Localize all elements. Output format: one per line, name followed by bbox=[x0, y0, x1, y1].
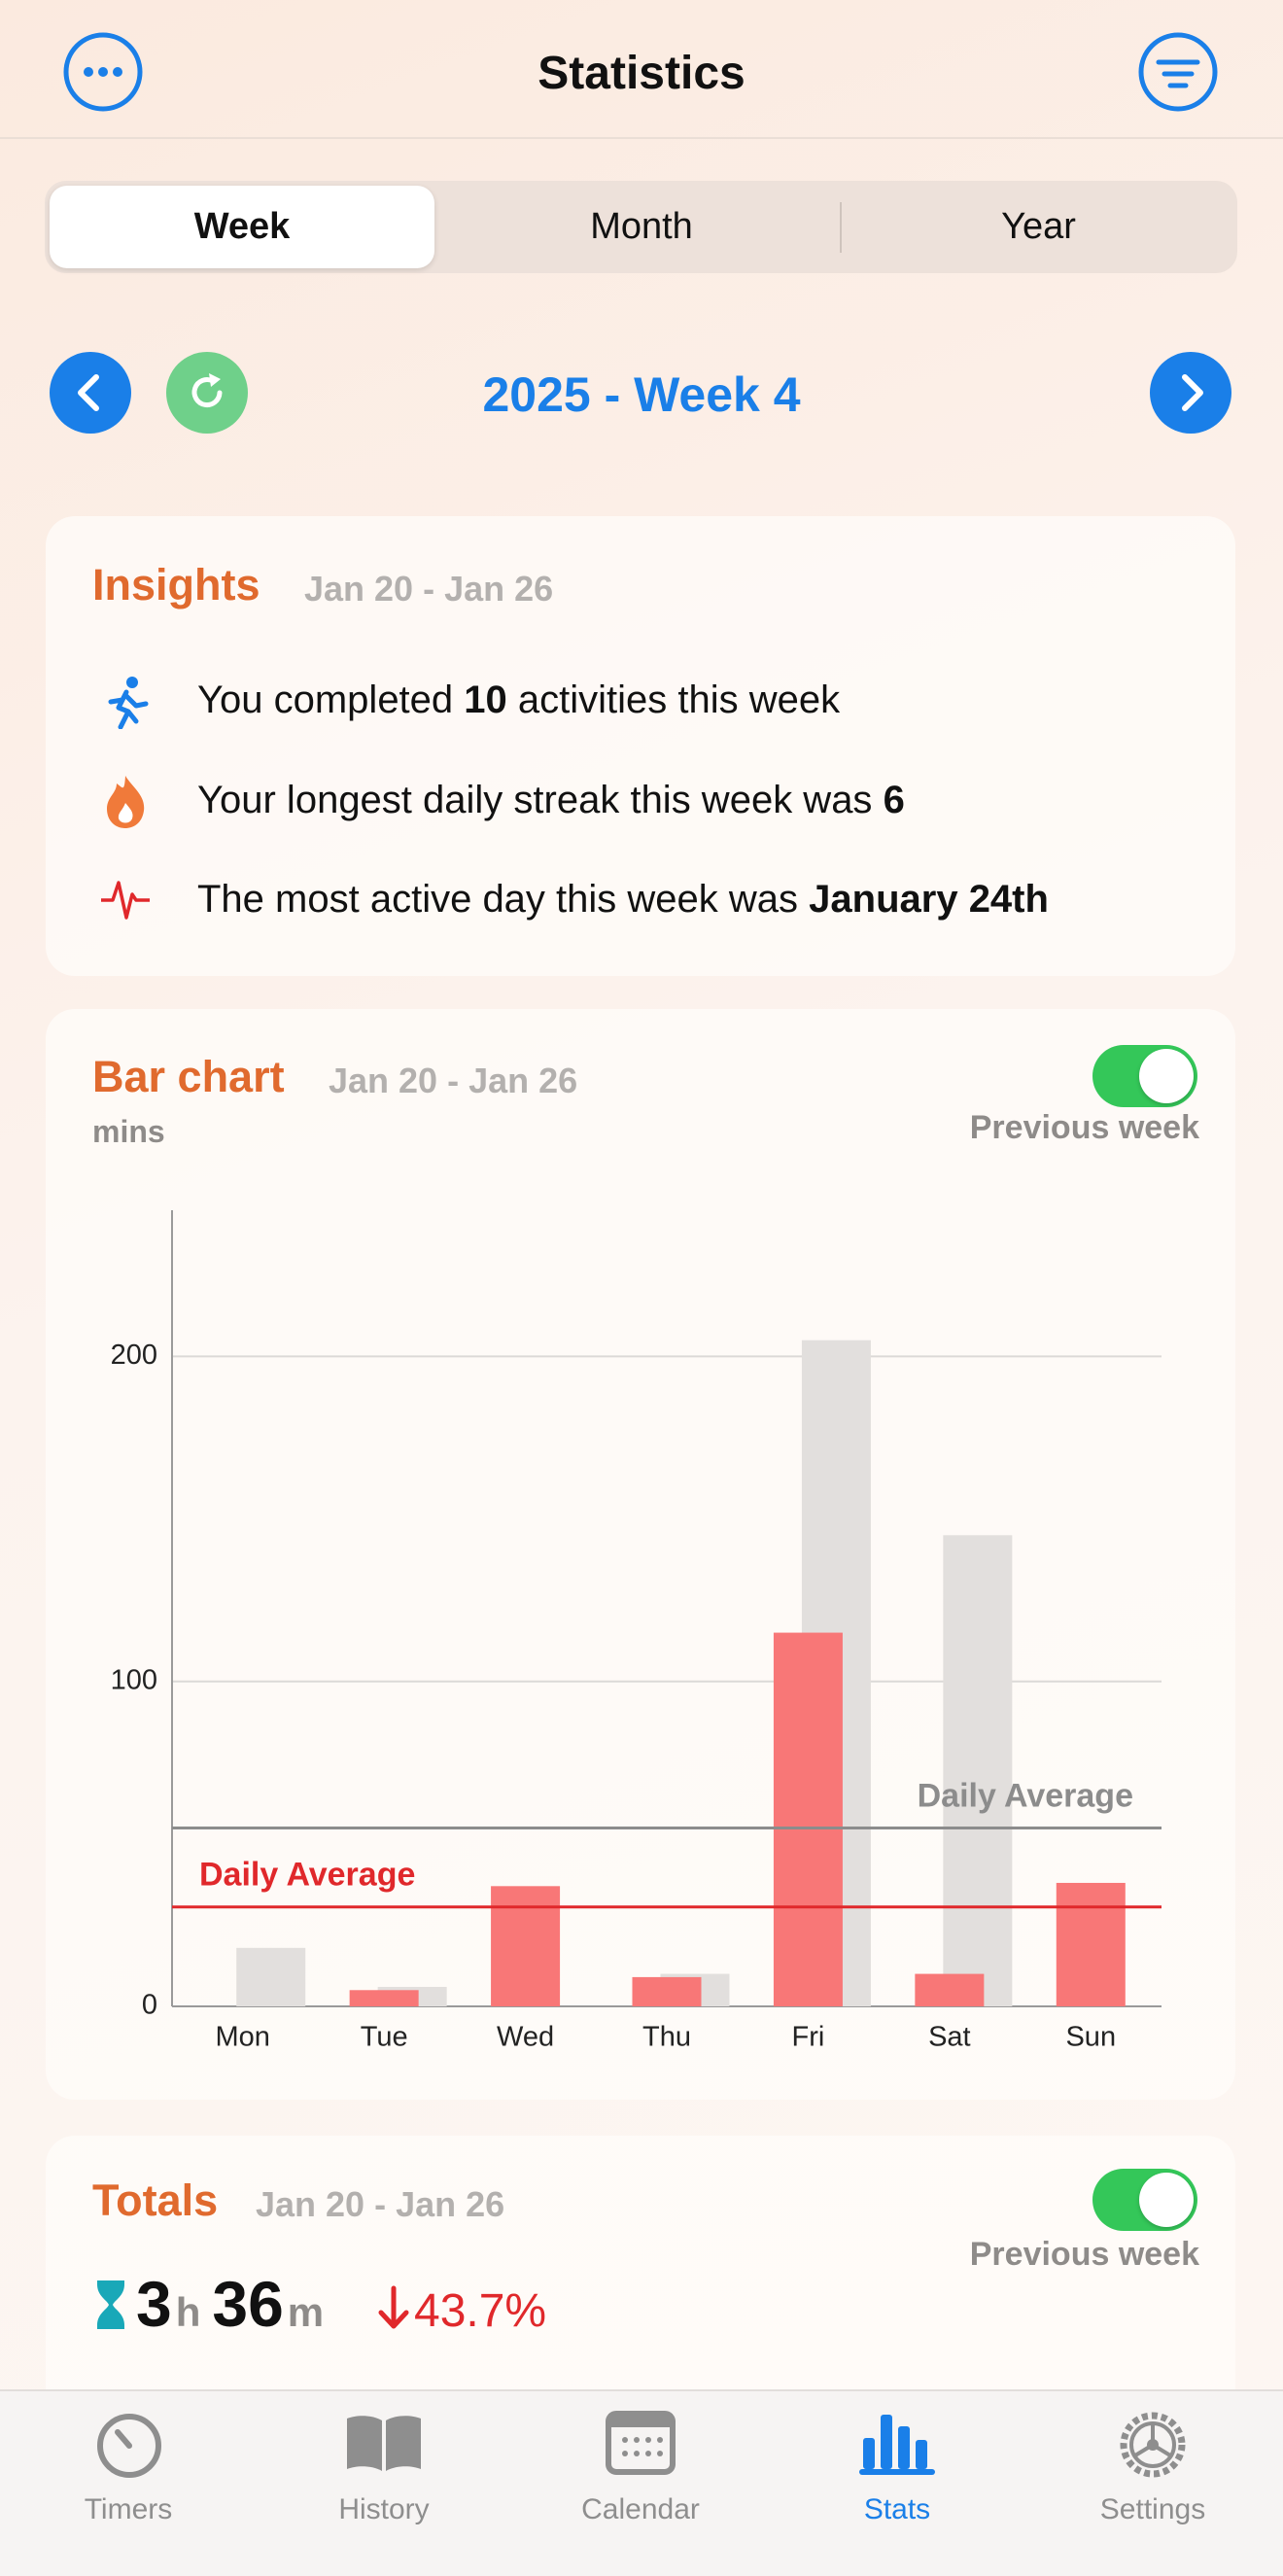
bar bbox=[943, 1535, 1013, 2006]
bar bbox=[915, 1973, 985, 2006]
toggle-label: Previous week bbox=[969, 2236, 1199, 2273]
chart-card bbox=[46, 1009, 1235, 2100]
period-title: 2025 - Week 4 bbox=[482, 367, 801, 422]
minutes: 36 bbox=[212, 2268, 284, 2340]
next-button[interactable] bbox=[1150, 352, 1231, 434]
tab[interactable]: History bbox=[338, 2493, 430, 2525]
tab[interactable]: Timers bbox=[84, 2493, 173, 2525]
stats-icon bbox=[859, 2415, 935, 2475]
x-tick-label: Tue bbox=[361, 2022, 408, 2053]
hours: 3 bbox=[136, 2268, 172, 2340]
totals-range: Jan 20 - Jan 26 bbox=[256, 2184, 505, 2224]
hourglass-icon bbox=[97, 2280, 124, 2329]
insights-range: Jan 20 - Jan 26 bbox=[304, 569, 554, 609]
previous-button[interactable] bbox=[50, 352, 131, 434]
toggle-label: Previous week bbox=[969, 1109, 1199, 1146]
settings-icon bbox=[1120, 2412, 1186, 2478]
x-tick-label: Fri bbox=[792, 2022, 825, 2053]
tab[interactable]: Settings bbox=[1099, 2493, 1206, 2525]
bar bbox=[491, 1886, 561, 2006]
text: Your longest daily streak this week was bbox=[197, 779, 873, 821]
bar bbox=[1056, 1882, 1126, 2006]
y-tick-label: 200 bbox=[111, 1340, 157, 1371]
segment[interactable]: Week bbox=[193, 206, 291, 247]
average-label: Daily Average bbox=[199, 1857, 415, 1894]
segment-divider bbox=[840, 202, 842, 253]
more-button[interactable] bbox=[62, 31, 144, 113]
previous-week-toggle[interactable] bbox=[1092, 2169, 1197, 2231]
previous-week-toggle[interactable] bbox=[1092, 1045, 1197, 1107]
header-divider bbox=[0, 137, 1283, 139]
bar bbox=[773, 1632, 843, 2006]
insight-text: Your longest daily streak this week was … bbox=[197, 779, 905, 822]
total-change: 43.7% bbox=[414, 2285, 547, 2337]
insight-text: The most active day this week was Januar… bbox=[197, 878, 1049, 922]
run-icon bbox=[108, 677, 149, 729]
chart-title: Bar chart bbox=[92, 1052, 285, 1101]
x-tick-label: Wed bbox=[497, 2022, 554, 2053]
chart-range: Jan 20 - Jan 26 bbox=[329, 1061, 578, 1100]
segment-highlight bbox=[50, 186, 434, 268]
totals-title: Totals bbox=[92, 2176, 219, 2225]
segment[interactable]: Month bbox=[590, 206, 693, 247]
x-tick-label: Sat bbox=[928, 2022, 971, 2053]
pulse-icon bbox=[101, 881, 150, 920]
down-arrow bbox=[378, 2285, 409, 2329]
reset-button[interactable] bbox=[166, 352, 248, 434]
bar bbox=[236, 1947, 306, 2006]
bar bbox=[349, 1990, 419, 2006]
y-tick-label: 100 bbox=[111, 1664, 157, 1695]
calendar-icon bbox=[606, 2411, 676, 2475]
x-tick-label: Sun bbox=[1065, 2022, 1116, 2053]
segment[interactable]: Year bbox=[1001, 206, 1076, 247]
page-title: Statistics bbox=[537, 48, 746, 99]
text: You completed bbox=[197, 679, 454, 721]
x-tick-label: Mon bbox=[216, 2022, 270, 2053]
book-icon bbox=[347, 2416, 421, 2471]
highlight: 6 bbox=[883, 779, 905, 821]
filter-button[interactable] bbox=[1137, 31, 1219, 113]
tab[interactable]: Stats bbox=[863, 2493, 931, 2525]
x-tick-label: Thu bbox=[642, 2022, 691, 2053]
average-label: Daily Average bbox=[918, 1777, 1133, 1814]
unit: m bbox=[287, 2289, 325, 2335]
insights-title: Insights bbox=[92, 560, 260, 609]
unit: h bbox=[175, 2289, 201, 2335]
bar bbox=[632, 1976, 702, 2006]
flame-icon bbox=[107, 776, 145, 828]
text: The most active day this week was bbox=[197, 878, 799, 921]
tab[interactable]: Calendar bbox=[581, 2493, 700, 2525]
highlight: 10 bbox=[464, 679, 507, 721]
insights-card bbox=[46, 516, 1235, 976]
highlight: January 24th bbox=[809, 878, 1049, 921]
insight-text: You completed 10 activities this week bbox=[197, 679, 840, 722]
y-tick-label: 0 bbox=[142, 1990, 157, 2021]
timer-icon bbox=[97, 2414, 161, 2478]
total-duration: 3h 36m bbox=[136, 2267, 324, 2341]
text: activities this week bbox=[517, 679, 841, 721]
bar-chart: 0 100 200 Mon Tue Wed Thu Fri Sat Sun Daily Averag… bbox=[111, 1210, 1162, 2053]
y-axis-label: mins bbox=[92, 1114, 165, 1149]
